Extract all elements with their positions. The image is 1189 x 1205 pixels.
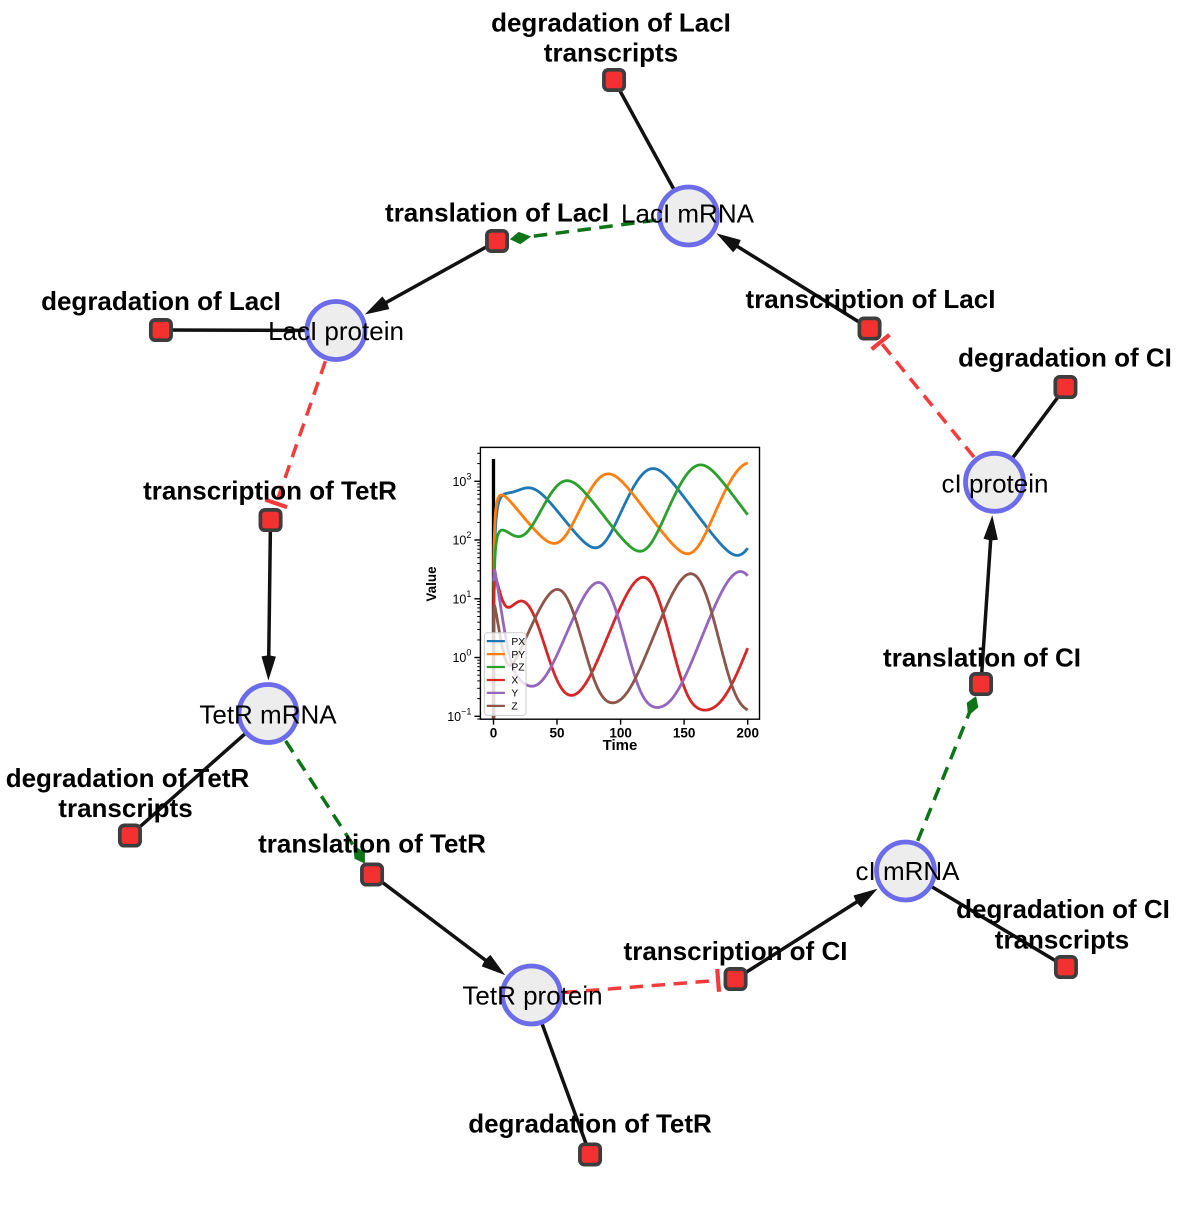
svg-text:0: 0 — [490, 726, 498, 741]
svg-text:degradation of CI: degradation of CI — [956, 894, 1170, 924]
svg-text:translation of CI: translation of CI — [883, 643, 1081, 673]
svg-text:transcripts: transcripts — [58, 793, 192, 823]
svg-text:degradation of CI: degradation of CI — [958, 343, 1172, 373]
svg-text:transcripts: transcripts — [544, 38, 678, 68]
svg-text:translation of LacI: translation of LacI — [385, 198, 609, 228]
svg-text:translation of TetR: translation of TetR — [258, 829, 486, 859]
svg-text:LacI protein: LacI protein — [268, 316, 404, 346]
svg-text:degradation of LacI: degradation of LacI — [491, 8, 731, 38]
svg-text:PY: PY — [511, 650, 525, 661]
svg-text:degradation of TetR: degradation of TetR — [6, 763, 250, 793]
svg-text:Value: Value — [424, 566, 439, 602]
svg-text:TetR mRNA: TetR mRNA — [199, 700, 337, 730]
svg-text:transcription of TetR: transcription of TetR — [143, 476, 397, 506]
svg-text:PZ: PZ — [511, 663, 524, 674]
svg-text:LacI mRNA: LacI mRNA — [621, 199, 755, 229]
svg-text:cI mRNA: cI mRNA — [856, 856, 961, 886]
svg-text:transcription of LacI: transcription of LacI — [746, 284, 996, 314]
svg-text:150: 150 — [673, 726, 696, 741]
svg-text:degradation of TetR: degradation of TetR — [468, 1109, 712, 1139]
svg-text:Time: Time — [603, 737, 638, 754]
svg-text:100: 100 — [609, 726, 632, 741]
svg-text:TetR protein: TetR protein — [462, 981, 602, 1011]
svg-text:PX: PX — [511, 637, 525, 648]
svg-text:Y: Y — [511, 689, 518, 700]
svg-text:50: 50 — [549, 726, 564, 741]
svg-text:transcripts: transcripts — [995, 925, 1129, 955]
svg-text:200: 200 — [736, 726, 759, 741]
svg-text:X: X — [511, 676, 518, 687]
svg-text:Z: Z — [511, 702, 517, 713]
svg-text:degradation of LacI: degradation of LacI — [41, 286, 281, 316]
svg-text:transcription of CI: transcription of CI — [624, 936, 848, 966]
svg-text:cI protein: cI protein — [942, 469, 1049, 499]
